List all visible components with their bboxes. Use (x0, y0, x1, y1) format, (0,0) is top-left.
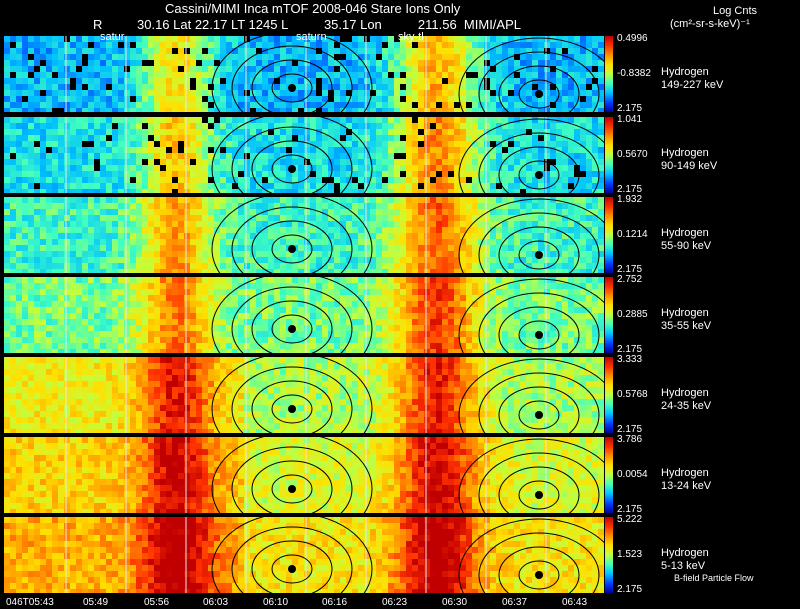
time-tick-label: 06:37 (502, 597, 528, 608)
intensity-map (4, 437, 604, 513)
species-label: Hydrogen (661, 387, 709, 399)
time-tick-label: 06:43 (562, 597, 588, 608)
overlay-label-mid: saturn (296, 31, 327, 43)
intensity-map (4, 117, 604, 193)
panel-label: Hydrogen 24-35 keV (661, 387, 711, 413)
time-tick-label: 06:03 (203, 597, 229, 608)
colorbar-mid-label: 0.2885 (617, 309, 648, 320)
energy-label: 90-149 keV (661, 160, 718, 172)
colorbar-mid-label: 0.1214 (617, 229, 648, 240)
time-tick-label: 06:10 (263, 597, 289, 608)
colorbar (605, 117, 613, 193)
position-line: 30.16 Lat 22.17 LT 1245 L 35.17 Lon 211.… (137, 17, 521, 32)
panel-label: Hydrogen 55-90 keV (661, 227, 711, 253)
colorbar-min-label: 2.175 (617, 103, 643, 114)
energy-label: 55-90 keV (661, 240, 712, 252)
time-tick-label: 06:16 (322, 597, 348, 608)
colorbar-mid-label: -0.8382 (617, 68, 651, 79)
units-title: Log Cnts (713, 5, 758, 17)
energy-label: 5-13 keV (661, 560, 706, 572)
colorbar (605, 36, 613, 112)
intensity-map (4, 36, 604, 112)
colorbar-max-label: 5.222 (617, 514, 643, 525)
overlay-label-left: satur (100, 31, 125, 43)
colorbar-max-label: 1.932 (617, 194, 643, 205)
r-label: R (93, 17, 103, 32)
time-tick-label: 05:49 (83, 597, 109, 608)
species-label: Hydrogen (661, 227, 709, 239)
panel-label: Hydrogen 35-55 keV (661, 307, 711, 333)
image-panel (4, 517, 604, 593)
image-panel (4, 277, 604, 353)
image-panel (4, 197, 604, 273)
colorbar-max-label: 3.333 (617, 354, 643, 365)
time-tick-label: 06:30 (442, 597, 468, 608)
colorbar-mid-label: 1.523 (617, 549, 643, 560)
energy-label: 13-24 keV (661, 480, 712, 492)
image-panel (4, 117, 604, 193)
colorbar-min-label: 2.175 (617, 584, 643, 595)
colorbar (605, 437, 613, 513)
units-label: (cm²-sr-s-keV)⁻¹ (670, 18, 750, 30)
panel-label: Hydrogen 90-149 keV (661, 147, 717, 173)
intensity-map (4, 357, 604, 433)
species-label: Hydrogen (661, 467, 709, 479)
time-tick-label: 046T05:43 (6, 597, 54, 608)
overlay-label-right: sky-tl (398, 31, 424, 43)
colorbar-mid-label: 0.5768 (617, 389, 648, 400)
energy-label: 149-227 keV (661, 79, 724, 91)
energy-label: 35-55 keV (661, 320, 712, 332)
colorbar (605, 197, 613, 273)
panel-label: Hydrogen 149-227 keV (661, 66, 723, 92)
species-label: Hydrogen (661, 307, 709, 319)
intensity-map (4, 197, 604, 273)
species-label: Hydrogen (661, 66, 709, 78)
colorbar (605, 517, 613, 593)
intensity-map (4, 517, 604, 593)
colorbar-max-label: 2.752 (617, 274, 643, 285)
colorbar (605, 357, 613, 433)
energy-label: 24-35 keV (661, 400, 712, 412)
image-panel (4, 437, 604, 513)
colorbar-max-label: 0.4996 (617, 33, 648, 44)
intensity-map (4, 277, 604, 353)
colorbar-min-label: 2.175 (617, 264, 643, 275)
colorbar-min-label: 2.175 (617, 344, 643, 355)
colorbar-min-label: 2.175 (617, 424, 643, 435)
colorbar-mid-label: 0.5670 (617, 149, 648, 160)
bfield-note: B-field Particle Flow (674, 573, 754, 583)
panel-label: Hydrogen 13-24 keV (661, 467, 711, 493)
colorbar-max-label: 3.786 (617, 434, 643, 445)
colorbar (605, 277, 613, 353)
plot-title: Cassini/MIMI Inca mTOF 2008-046 Stare Io… (165, 1, 461, 16)
image-panel (4, 36, 604, 112)
species-label: Hydrogen (661, 147, 709, 159)
image-panel (4, 357, 604, 433)
species-label: Hydrogen (661, 547, 709, 559)
colorbar-max-label: 1.041 (617, 114, 643, 125)
time-tick-label: 06:23 (382, 597, 408, 608)
time-tick-label: 05:56 (144, 597, 170, 608)
panel-label: Hydrogen 5-13 keV (661, 547, 709, 573)
colorbar-mid-label: 0.0054 (617, 469, 648, 480)
colorbar-min-label: 2.175 (617, 504, 643, 515)
colorbar-min-label: 2.175 (617, 184, 643, 195)
